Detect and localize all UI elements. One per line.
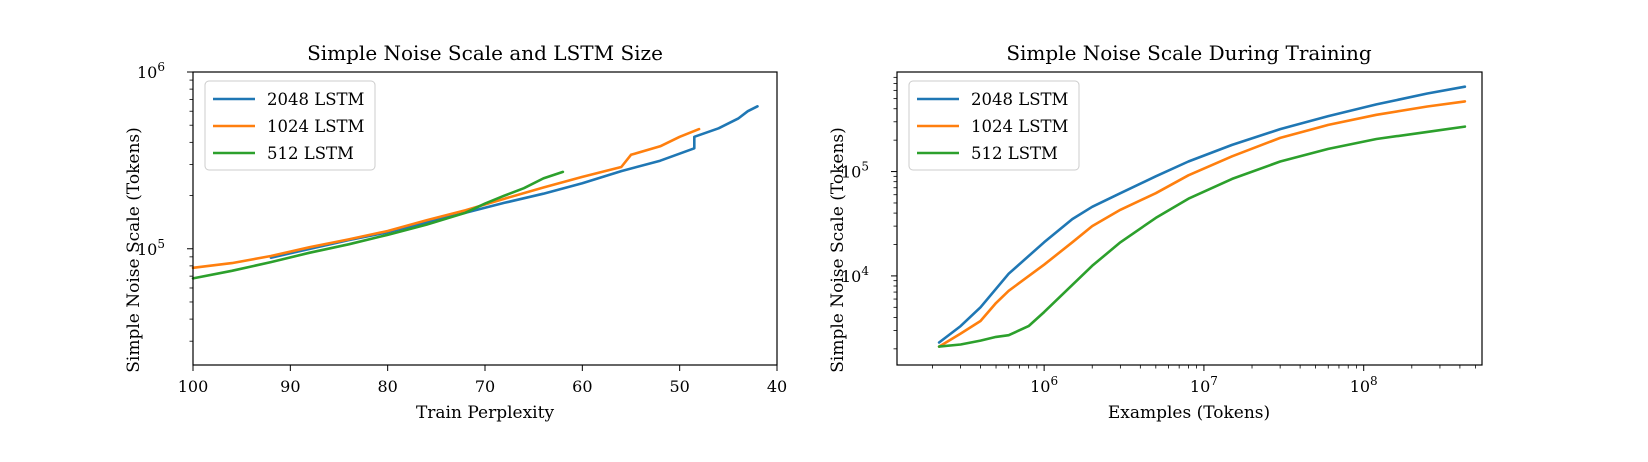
left-chart-xlabel: Train Perplexity: [416, 403, 554, 423]
left-x-tick-label: 80: [377, 377, 397, 396]
right-chart-panel: Simple Noise Scale During Training Examp…: [828, 41, 1483, 423]
right-series-line-1: [937, 100, 1467, 348]
right-legend-label: 512 LSTM: [971, 144, 1058, 163]
right-x-tick-label: 106: [1030, 374, 1058, 396]
left-legend-label: 1024 LSTM: [267, 117, 365, 136]
left-legend-label: 2048 LSTM: [267, 90, 365, 109]
right-legend-label: 2048 LSTM: [971, 90, 1069, 109]
right-y-tick-label: 104: [841, 264, 869, 286]
right-x-tick-label: 107: [1190, 374, 1218, 396]
right-legend-label: 1024 LSTM: [971, 117, 1069, 136]
right-chart-legend: 2048 LSTM 1024 LSTM 512 LSTM: [908, 80, 1080, 171]
left-legend-label: 512 LSTM: [267, 144, 354, 163]
right-y-tick-label: 105: [841, 160, 869, 182]
right-series-line-0: [937, 85, 1467, 344]
left-chart-panel: Simple Noise Scale and LSTM Size Train P…: [124, 41, 787, 423]
left-x-tick-label: 100: [178, 377, 209, 396]
right-chart-xlabel: Examples (Tokens): [1108, 403, 1270, 423]
left-chart-frame: [192, 71, 778, 366]
right-legend-box: [908, 80, 1080, 171]
left-y-tick-label: 106: [137, 60, 165, 82]
left-chart-ylabel: Simple Noise Scale (Tokens): [124, 127, 144, 372]
left-y-tick-label: 105: [137, 237, 165, 259]
left-chart-legend: 2048 LSTM 1024 LSTM 512 LSTM: [204, 80, 376, 171]
right-x-tick-label: 108: [1350, 374, 1378, 396]
left-legend-box: [204, 80, 376, 171]
left-chart-title: Simple Noise Scale and LSTM Size: [307, 41, 663, 65]
left-series-line-2: [191, 170, 565, 280]
right-chart-title: Simple Noise Scale During Training: [1006, 41, 1372, 65]
right-chart-ylabel: Simple Noise Scale (Tokens): [828, 127, 848, 372]
left-x-tick-label: 70: [475, 377, 495, 396]
left-x-tick-label: 40: [767, 377, 787, 396]
right-chart-frame: [896, 71, 1483, 366]
left-x-tick-label: 50: [669, 377, 689, 396]
left-x-tick-label: 60: [572, 377, 592, 396]
right-series-line-2: [937, 125, 1467, 348]
left-x-tick-label: 90: [280, 377, 300, 396]
